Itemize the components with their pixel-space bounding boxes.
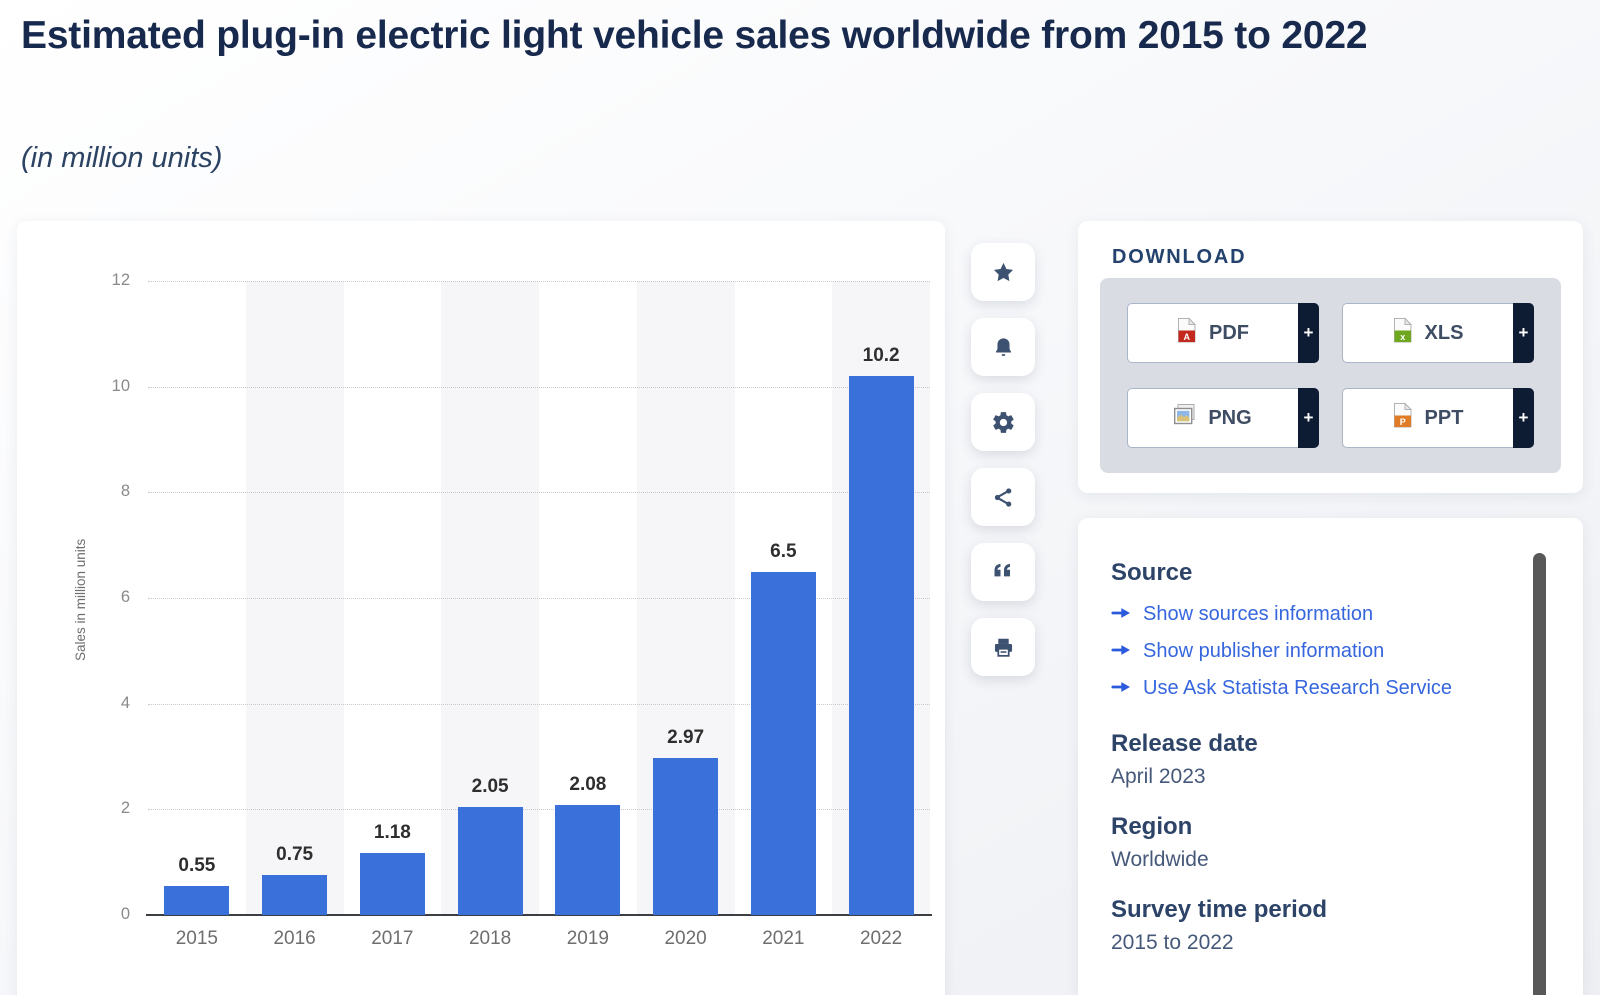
xls-file-icon: x bbox=[1391, 316, 1414, 350]
bar-2019[interactable] bbox=[555, 805, 621, 915]
settings-button[interactable] bbox=[971, 393, 1035, 451]
arrow-right-icon bbox=[1111, 596, 1132, 633]
bar-value-label: 0.75 bbox=[276, 844, 314, 866]
bar-value-label: 0.55 bbox=[178, 854, 216, 876]
section-value: 2015 to 2022 bbox=[1111, 931, 1234, 954]
grid-line bbox=[148, 281, 930, 282]
bar-value-label: 2.05 bbox=[471, 775, 509, 797]
svg-text:x: x bbox=[1400, 332, 1405, 342]
chart-card: Sales in million units 0 2 4 6 8 10 12 0.55 2015… bbox=[17, 221, 945, 995]
bar-2022[interactable] bbox=[848, 376, 914, 915]
page-title: Estimated plug-in electric light vehicle… bbox=[21, 14, 1368, 57]
grid-line bbox=[148, 386, 930, 388]
grid-line bbox=[148, 809, 930, 811]
download-format-label: XLS bbox=[1424, 321, 1464, 344]
source-sections: Source Show sources information Show publi… bbox=[1111, 558, 1523, 956]
share-button[interactable] bbox=[971, 468, 1035, 526]
page-subtitle: (in million units) bbox=[21, 142, 223, 174]
quote-icon bbox=[990, 560, 1016, 584]
y-axis-tick-label: 6 bbox=[120, 588, 130, 606]
link-label: Show publisher information bbox=[1143, 640, 1385, 662]
pdf-file-icon: A bbox=[1175, 316, 1198, 350]
grid-line bbox=[148, 703, 930, 705]
section-heading-release-date: Release date bbox=[1111, 730, 1258, 757]
star-icon bbox=[991, 260, 1016, 285]
bar-value-label: 10.2 bbox=[862, 345, 900, 367]
source-panel: Source Show sources information Show publi… bbox=[1078, 518, 1583, 995]
favorite-button[interactable] bbox=[971, 243, 1035, 301]
x-axis-tick-label: 2020 bbox=[664, 928, 707, 949]
print-button[interactable] bbox=[971, 618, 1035, 676]
x-axis-tick-label: 2015 bbox=[175, 928, 219, 949]
x-axis-tick-label: 2018 bbox=[468, 928, 512, 949]
section-value: Worldwide bbox=[1111, 848, 1209, 871]
svg-text:P: P bbox=[1399, 417, 1405, 427]
ppt-file-icon: P bbox=[1391, 401, 1414, 435]
x-axis-tick-label: 2021 bbox=[762, 928, 805, 949]
y-axis-tick-label: 8 bbox=[120, 482, 130, 501]
bar-2015[interactable] bbox=[164, 885, 230, 915]
x-axis-tick-label: 2019 bbox=[566, 928, 610, 949]
bar-2021[interactable] bbox=[750, 571, 816, 915]
bar-2018[interactable] bbox=[457, 806, 523, 915]
link-label: Use Ask Statista Research Service bbox=[1143, 677, 1453, 699]
download-format-label: PNG bbox=[1208, 406, 1252, 429]
source-links: Show sources information Show publisher i… bbox=[1111, 596, 1523, 707]
y-axis-tick-label: 0 bbox=[120, 905, 130, 923]
link-show-publisher-information[interactable]: Show publisher information bbox=[1111, 633, 1523, 670]
bell-icon bbox=[991, 335, 1016, 360]
chart-action-toolbar bbox=[971, 243, 1035, 676]
download-plus-button[interactable]: + bbox=[1298, 303, 1319, 363]
download-plus-button[interactable]: + bbox=[1513, 388, 1534, 448]
y-axis-tick-label: 4 bbox=[120, 693, 130, 712]
download-pdf-button[interactable]: A PDF + bbox=[1127, 303, 1319, 363]
x-axis-tick-label: 2016 bbox=[273, 928, 316, 949]
cite-button[interactable] bbox=[971, 543, 1035, 601]
scrollbar-thumb[interactable] bbox=[1533, 553, 1546, 995]
png-file-icon bbox=[1172, 402, 1197, 434]
arrow-right-icon bbox=[1111, 633, 1132, 670]
section-heading-region: Region bbox=[1111, 813, 1193, 840]
bar-value-label: 6.5 bbox=[770, 540, 797, 562]
download-ppt-button[interactable]: P PPT + bbox=[1342, 388, 1534, 448]
x-axis-tick-label: 2022 bbox=[859, 928, 903, 949]
download-buttons: A PDF + x XLS + PNG + P PPT + bbox=[1100, 278, 1561, 473]
share-icon bbox=[991, 485, 1016, 510]
section-value: April 2023 bbox=[1111, 765, 1206, 788]
x-axis-line bbox=[146, 913, 932, 916]
link-show-sources-information[interactable]: Show sources information bbox=[1111, 596, 1523, 633]
download-plus-button[interactable]: + bbox=[1298, 388, 1319, 448]
bar-2020[interactable] bbox=[653, 758, 719, 915]
section-heading-survey-time-period: Survey time period bbox=[1111, 896, 1328, 923]
download-panel: DOWNLOAD A PDF + x XLS + PNG + P PPT + bbox=[1078, 221, 1583, 493]
download-heading: DOWNLOAD bbox=[1112, 246, 1247, 268]
bar-2016[interactable] bbox=[262, 875, 328, 915]
y-axis-tick-label: 2 bbox=[120, 799, 130, 818]
download-format-label: PDF bbox=[1209, 321, 1249, 344]
bar-value-label: 2.08 bbox=[569, 774, 607, 796]
download-format-label: PPT bbox=[1424, 406, 1464, 429]
grid-line bbox=[148, 492, 930, 494]
y-axis-tick-label: 10 bbox=[111, 376, 130, 395]
download-xls-button[interactable]: x XLS + bbox=[1342, 303, 1534, 363]
grid-line bbox=[148, 598, 930, 599]
x-axis-tick-label: 2017 bbox=[371, 928, 414, 949]
bar-value-label: 1.18 bbox=[373, 821, 411, 843]
svg-text:A: A bbox=[1183, 332, 1190, 342]
download-png-button[interactable]: PNG + bbox=[1127, 388, 1319, 448]
bar-value-label: 2.97 bbox=[667, 727, 705, 749]
link-label: Show sources information bbox=[1143, 603, 1374, 625]
bar-2017[interactable] bbox=[359, 852, 425, 915]
arrow-right-icon bbox=[1111, 670, 1132, 707]
gear-icon bbox=[991, 410, 1016, 435]
alert-button[interactable] bbox=[971, 318, 1035, 376]
section-heading-source: Source bbox=[1111, 559, 1193, 586]
print-icon bbox=[991, 635, 1016, 660]
download-plus-button[interactable]: + bbox=[1513, 303, 1534, 363]
link-use-ask-statista-research-service[interactable]: Use Ask Statista Research Service bbox=[1111, 670, 1523, 707]
y-axis-tick-label: 12 bbox=[111, 271, 130, 289]
bar-chart: 0 2 4 6 8 10 12 0.55 2015 0.75 2016 1.18 2017 2.05 201… bbox=[112, 271, 932, 949]
